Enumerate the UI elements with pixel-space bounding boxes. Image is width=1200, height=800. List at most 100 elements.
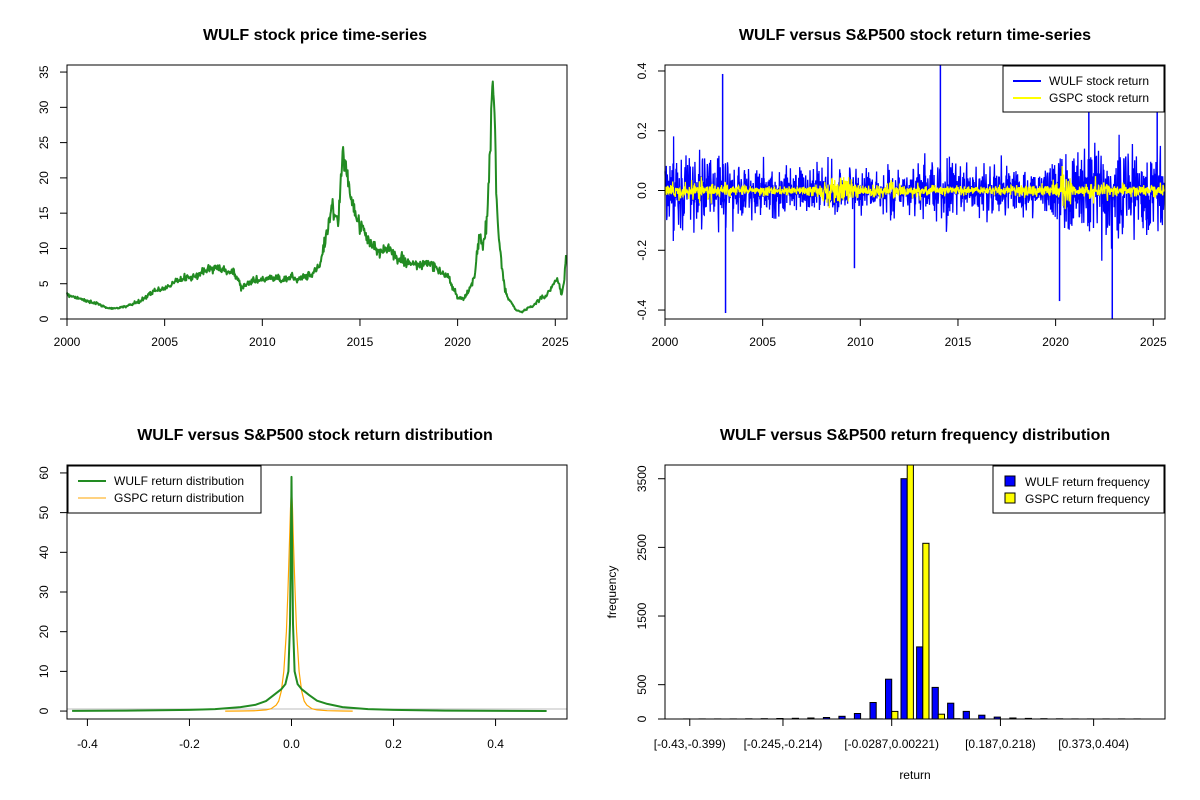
y-tick-label: 20 [37,171,51,185]
x-tick-label: [-0.43,-0.399) [654,737,726,751]
x-tick-label: [0.373,0.404) [1058,737,1129,751]
legend-label-gspc: GSPC stock return [1049,91,1149,105]
y-tick-label: 2500 [635,534,649,561]
y-tick-label: 30 [37,585,51,599]
x-tick-label: 0.2 [385,737,402,751]
x-tick-label: 0.4 [487,737,504,751]
chart-title: WULF versus S&P500 stock return distribu… [137,427,493,444]
plot-area [72,475,547,712]
y-tick-label: -0.4 [635,299,649,320]
y-tick-label: 30 [37,100,51,114]
x-tick-label: 2010 [249,335,276,349]
x-tick-label: -0.4 [77,737,98,751]
y-tick-label: 10 [37,664,51,678]
y-tick-label: 0 [635,715,649,722]
x-tick-label: [-0.245,-0.214) [744,737,823,751]
bar-gspc [906,464,914,720]
bar-gspc [891,710,899,720]
legend-swatch-gspc [1004,492,1016,504]
legend-label-gspc: GSPC return distribution [114,491,244,505]
bar-wulf [900,478,908,720]
series-line-wulf-price [66,80,567,314]
legend-box [1002,65,1165,113]
plot-frame [664,64,1166,320]
y-tick-label: 0.4 [635,62,649,79]
x-tick-label: 2015 [945,335,972,349]
y-tick-label: 40 [37,545,51,559]
legend: WULF return distribution GSPC return dis… [67,465,262,514]
y-tick-label: 0 [37,315,51,322]
y-axis-label: frequency [605,566,619,619]
x-tick-label: 2025 [542,335,569,349]
chart-title: WULF stock price time-series [203,27,427,44]
legend-swatch-wulf [1004,475,1016,487]
legend: WULF return frequency GSPC return freque… [992,465,1165,514]
return-distribution-panel: WULF versus S&P500 stock return distribu… [37,427,568,751]
x-tick-label: 2010 [847,335,874,349]
x-tick-label: 2020 [444,335,471,349]
chart-title: WULF versus S&P500 stock return time-ser… [739,27,1091,44]
legend-label-gspc: GSPC return frequency [1025,492,1150,506]
plot-frame [664,464,1166,720]
y-tick-label: 500 [635,674,649,694]
bar-gspc [922,542,930,720]
bar-wulf [885,678,893,720]
plot-frame [66,464,568,720]
y-tick-label: 25 [37,136,51,150]
y-tick-label: 0.0 [635,182,649,199]
legend-label-wulf: WULF return distribution [114,474,244,488]
return-frequency-panel: WULF versus S&P500 return frequency dist… [605,427,1166,782]
legend: WULF stock return GSPC stock return [1002,65,1165,113]
x-axis-label: return [899,768,930,782]
y-tick-label: 0.2 [635,122,649,139]
bar-wulf [853,713,862,720]
bar-wulf [978,714,986,720]
return-timeseries-panel: WULF versus S&P500 stock return time-ser… [635,27,1167,349]
x-tick-label: 2005 [151,335,178,349]
y-tick-label: 35 [37,65,51,79]
x-tick-label: 2020 [1042,335,1069,349]
bar-wulf [916,646,924,720]
y-tick-label: 60 [37,466,51,480]
axis-ticks: 2000 2005 2010 2015 2020 2025 -0.4 -0.2 0.0 0.2 0.… [635,62,1167,349]
bar-wulf [947,702,955,720]
bar-wulf [962,710,970,720]
chart-title: WULF versus S&P500 return frequency dist… [720,427,1110,444]
x-tick-label: [0.187,0.218) [965,737,1036,751]
bar-wulf [869,702,877,720]
y-tick-label: -0.2 [635,240,649,261]
y-tick-label: 0 [37,707,51,714]
bar-wulf [931,686,939,720]
series-line-wulf-density [72,475,547,712]
y-tick-label: 5 [37,280,51,287]
plot-area [66,80,567,314]
x-tick-label: 2005 [749,335,776,349]
y-tick-label: 10 [37,241,51,255]
y-tick-label: 3500 [635,465,649,492]
bar-gspc [937,713,945,720]
x-tick-label: 2000 [652,335,679,349]
x-tick-label: 2015 [347,335,374,349]
y-tick-label: 20 [37,625,51,639]
legend-box [67,465,262,514]
price-timeseries-panel: WULF stock price time-series 2000 2005 201… [37,27,569,349]
plot-area [664,65,1165,319]
x-tick-label: 2025 [1140,335,1167,349]
y-tick-label: 15 [37,206,51,220]
y-tick-label: 1500 [635,602,649,629]
y-tick-label: 50 [37,506,51,520]
x-tick-label: -0.2 [179,737,200,751]
legend-box [992,465,1165,514]
x-tick-label: 2000 [54,335,81,349]
x-tick-label: 0.0 [283,737,300,751]
legend-label-wulf: WULF stock return [1049,74,1149,88]
axis-ticks: -0.4 -0.2 0.0 0.2 0.4 0 10 20 30 40 50 60 [37,466,504,751]
plot-frame [66,64,568,320]
axis-ticks: 0 500 1500 2500 3500 [-0.43,-0.399) [-0.245,-0… [635,465,1129,751]
x-tick-label: [-0.0287,0.00221) [844,737,939,751]
series-line-gspc-return [664,165,1165,210]
legend-label-wulf: WULF return frequency [1025,475,1150,489]
